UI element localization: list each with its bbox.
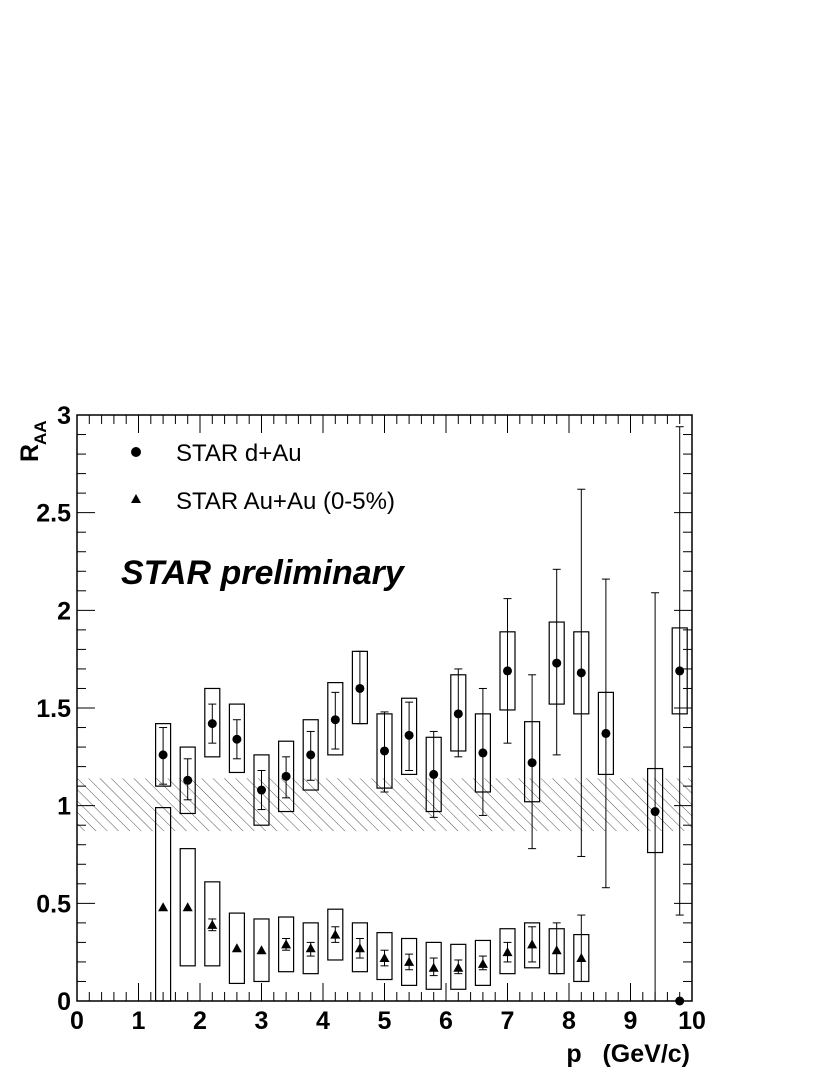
point-auau-6 (305, 943, 316, 953)
point-dau-14 (503, 666, 512, 676)
y-tick-label-3: 1.5 (36, 695, 71, 723)
sys-box-1-8 (351, 922, 368, 973)
point-dau-0 (158, 750, 168, 760)
point-auau-16 (551, 945, 562, 955)
sys-box-1-11 (425, 941, 442, 990)
point-auau-7 (330, 929, 341, 939)
point-auau-15 (527, 939, 538, 949)
point-dau-20 (675, 666, 685, 676)
point-dau-19 (650, 807, 660, 817)
y-axis-title: R AA (16, 420, 50, 462)
sys-box-0-10 (401, 697, 418, 776)
sys-box-1-9 (376, 932, 393, 981)
point-auau-0 (158, 902, 169, 912)
legend-label-auau: STAR Au+Au (0-5%) (176, 488, 395, 515)
x-tick-label-6: 6 (439, 1007, 453, 1035)
y-tick-label-6: 3 (57, 402, 71, 430)
point-dau-4 (257, 785, 266, 795)
point-auau-2 (207, 919, 218, 929)
point-auau-8 (354, 943, 365, 953)
point-auau-1 (182, 902, 193, 912)
point-dau-5 (281, 771, 291, 781)
point-auau-10 (404, 956, 415, 966)
sys-box-0-2 (204, 687, 221, 758)
sys-box-0-3 (228, 703, 245, 774)
sys-box-1-5 (278, 916, 295, 973)
point-dau-6 (306, 750, 316, 760)
y-tick-label-0: 0 (57, 988, 71, 1016)
y-tick-label-4: 2 (57, 597, 71, 625)
point-dau-18 (601, 728, 611, 738)
legend-label-dau: STAR d+Au (176, 440, 302, 467)
point-auau-9 (379, 953, 390, 963)
point-dau-10 (404, 730, 414, 740)
x-tick-label-5: 5 (378, 1007, 392, 1035)
point-auau-13 (477, 958, 488, 968)
x-tick-label-9: 9 (624, 1007, 638, 1035)
sys-box-1-6 (302, 922, 319, 975)
sys-box-1-15 (523, 922, 541, 969)
sys-box-1-2 (204, 881, 221, 967)
x-tick-label-8: 8 (562, 1007, 576, 1035)
legend-circle-marker (131, 447, 141, 457)
point-auau-4 (256, 945, 267, 955)
point-auau-17 (576, 953, 587, 963)
point-auau-14 (502, 947, 513, 957)
point-auau-5 (281, 939, 292, 949)
point-dau-1 (183, 775, 193, 785)
x-tick-label-3: 3 (255, 1007, 269, 1035)
point-dau-16 (552, 658, 562, 668)
sys-box-0-7 (327, 682, 344, 756)
point-dau-2 (207, 719, 217, 729)
point-auau-3 (231, 943, 242, 953)
x-axis-title: p (GeV/c) (566, 1040, 690, 1068)
sys-box-1-10 (401, 937, 418, 986)
sys-box-1-1 (179, 848, 196, 967)
y-axis-title-main: R (16, 444, 44, 462)
sys-box-0-5 (278, 740, 295, 813)
marker-layer (158, 658, 685, 1006)
legend-triangle-marker (131, 494, 141, 503)
sys-box-1-7 (327, 908, 344, 961)
x-tick-label-7: 7 (501, 1007, 515, 1035)
point-dau-13 (478, 748, 488, 758)
point-dau-3 (232, 734, 242, 744)
sys-box-1-12 (450, 943, 467, 990)
x-tick-label-2: 2 (193, 1007, 207, 1035)
legend: STAR d+Au STAR Au+Au (0-5%) (131, 440, 395, 515)
y-tick-label-5: 2.5 (36, 500, 71, 528)
axis-tick-layer: 0 1 2 3 4 5 6 7 8 9 10 0 0.5 1 1.5 2 2.5 3 (36, 402, 706, 1035)
point-dau-15 (527, 758, 537, 768)
point-auau-12 (453, 962, 464, 972)
sys-box-1-14 (499, 928, 516, 975)
point-dau-12 (453, 709, 463, 719)
point-dau-8 (355, 683, 365, 693)
x-tick-label-0: 0 (70, 1007, 84, 1035)
sys-box-0-0 (155, 723, 172, 787)
sys-box-1-13 (474, 939, 491, 986)
y-axis-title-subscript: AA (31, 420, 50, 445)
sys-box-1-4 (253, 918, 270, 983)
point-dau-9 (380, 746, 389, 756)
sys-box-1-3 (228, 912, 245, 985)
x-tick-label-1: 1 (132, 1007, 146, 1035)
y-tick-label-1: 0.5 (36, 890, 71, 918)
point-dau-7 (330, 715, 340, 725)
x-tick-label-10: 10 (678, 1007, 706, 1035)
sys-box-0-6 (302, 719, 319, 791)
point-dau-17 (576, 668, 586, 678)
y-tick-label-2: 1 (57, 793, 71, 821)
preliminary-annotation: STAR preliminary (121, 554, 406, 592)
point-dau-11 (429, 769, 439, 779)
sys-box-0-1 (179, 746, 196, 815)
x-tick-label-4: 4 (316, 1007, 330, 1035)
sys-box-0-4 (253, 754, 270, 826)
point-auau-11 (428, 962, 439, 972)
